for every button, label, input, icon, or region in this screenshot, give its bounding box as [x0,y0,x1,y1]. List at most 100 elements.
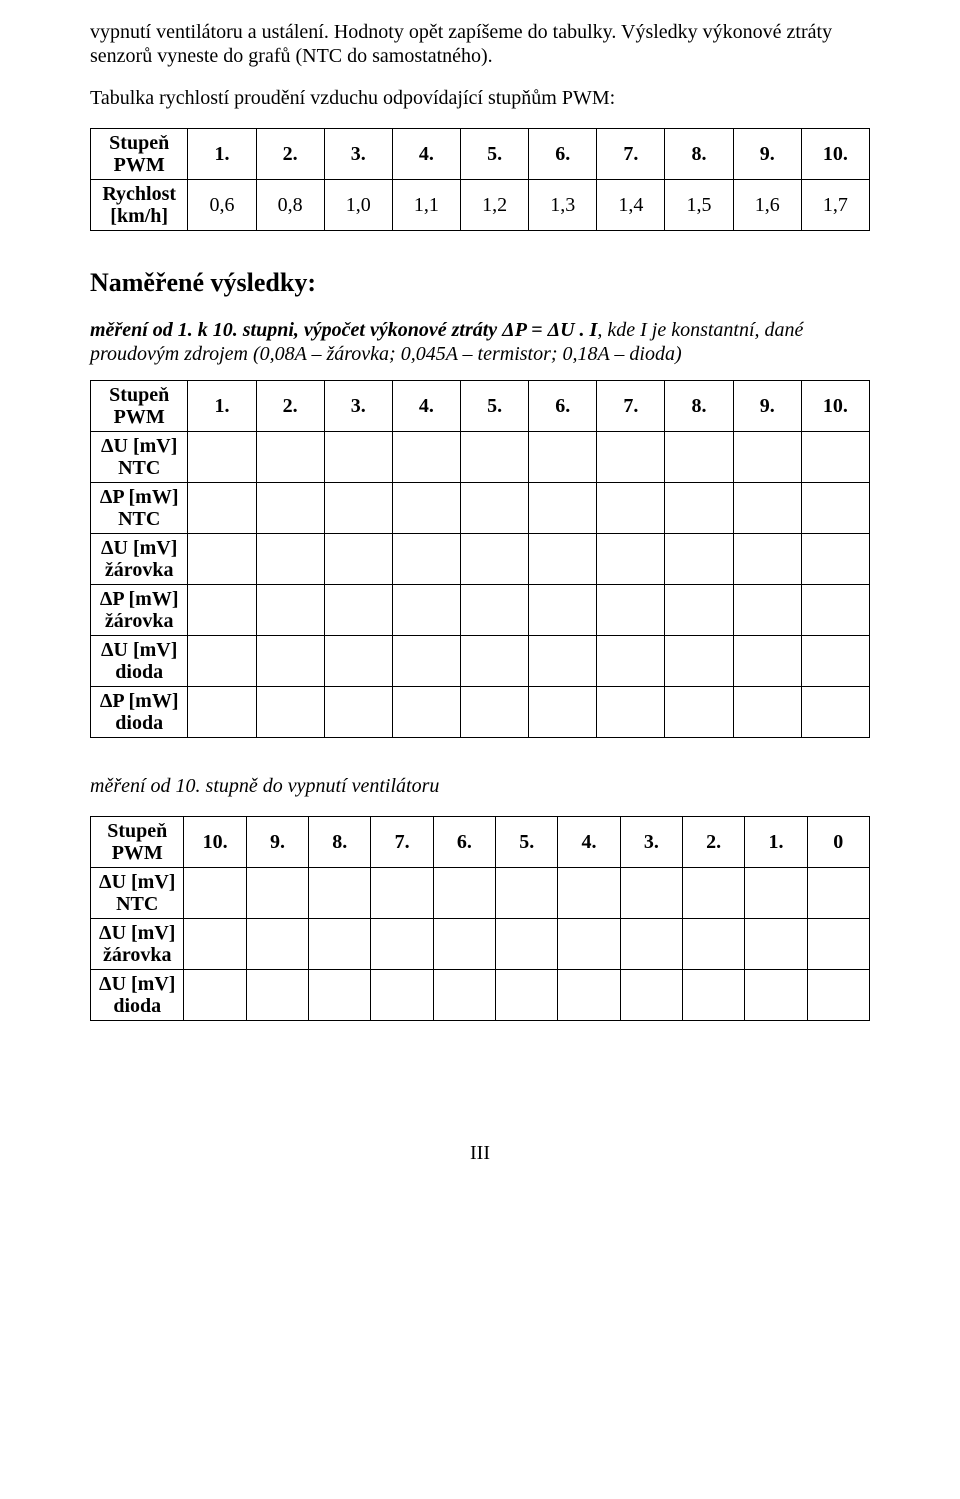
cell [392,687,460,738]
cell [324,432,392,483]
row-header: StupeňPWM [91,381,188,432]
cell: 0 [807,817,869,868]
cell [529,687,597,738]
cell [665,687,733,738]
cell: 8. [665,381,733,432]
cell: 9. [733,129,801,180]
row-header: ΔP [mW]žárovka [91,585,188,636]
cell [256,687,324,738]
cell [184,970,246,1021]
cell: 4. [392,381,460,432]
row-header: ΔU [mV]NTC [91,432,188,483]
cell [529,432,597,483]
paragraph-intro-2: Tabulka rychlostí proudění vzduchu odpov… [90,86,870,110]
cell [188,687,256,738]
cell: 8. [309,817,371,868]
cell: 8. [665,129,733,180]
cell [620,919,682,970]
cell [801,687,869,738]
cell [309,868,371,919]
cell: 3. [324,129,392,180]
cell: 9. [246,817,308,868]
row-header: ΔP [mW]NTC [91,483,188,534]
cell [733,534,801,585]
cell [558,970,620,1021]
cell [461,687,529,738]
cell [529,534,597,585]
cell [324,687,392,738]
row-header: ΔU [mV]dioda [91,970,184,1021]
cell [392,636,460,687]
cell: 1,4 [597,180,665,231]
row-header: ΔU [mV]dioda [91,636,188,687]
cell [733,483,801,534]
cell: 1. [745,817,807,868]
cell: 5. [461,129,529,180]
cell [188,534,256,585]
cell [665,534,733,585]
cell [745,919,807,970]
cell [733,687,801,738]
cell [496,919,558,970]
row-header: ΔU [mV]žárovka [91,919,184,970]
cell [620,868,682,919]
paragraph-intro-1: vypnutí ventilátoru a ustálení. Hodnoty … [90,20,870,68]
cell [461,636,529,687]
row-header: ΔU [mV]žárovka [91,534,188,585]
cell [597,687,665,738]
cell [665,585,733,636]
cell [392,483,460,534]
cell: 1,5 [665,180,733,231]
cell [733,585,801,636]
cell: 4. [558,817,620,868]
cell [733,432,801,483]
cell [807,970,869,1021]
page-number: III [90,1141,870,1165]
cell [529,636,597,687]
cell [461,585,529,636]
cell [324,534,392,585]
table-speed: StupeňPWM1.2.3.4.5.6.7.8.9.10.Rychlost[k… [90,128,870,231]
cell: 5. [461,381,529,432]
cell [184,919,246,970]
cell [246,868,308,919]
cell: 4. [392,129,460,180]
cell: 3. [620,817,682,868]
cell [807,868,869,919]
cell: 6. [433,817,495,868]
table-measure-down: StupeňPWM10.9.8.7.6.5.4.3.2.1.0ΔU [mV]NT… [90,816,870,1021]
cell: 9. [733,381,801,432]
note-measurement-1: měření od 1. k 10. stupni, výpočet výkon… [90,318,870,366]
row-header: StupeňPWM [91,129,188,180]
cell [733,636,801,687]
cell [529,585,597,636]
cell [665,636,733,687]
cell: 2. [256,129,324,180]
cell [324,636,392,687]
cell [496,868,558,919]
cell [392,534,460,585]
cell: 10. [184,817,246,868]
heading-results: Naměřené výsledky: [90,267,870,298]
cell [665,483,733,534]
cell: 1. [188,129,256,180]
cell [371,970,433,1021]
cell [246,970,308,1021]
row-header: ΔP [mW]dioda [91,687,188,738]
cell [597,432,665,483]
cell [682,970,744,1021]
cell [246,919,308,970]
cell [807,919,869,970]
cell [665,432,733,483]
cell [620,970,682,1021]
cell [256,585,324,636]
cell [309,919,371,970]
cell [256,483,324,534]
table-measure-up: StupeňPWM1.2.3.4.5.6.7.8.9.10.ΔU [mV]NTC… [90,380,870,738]
cell: 7. [597,381,665,432]
cell [188,483,256,534]
cell [597,483,665,534]
cell [597,534,665,585]
cell [392,585,460,636]
note-measurement-2: měření od 10. stupně do vypnutí ventilát… [90,774,870,798]
